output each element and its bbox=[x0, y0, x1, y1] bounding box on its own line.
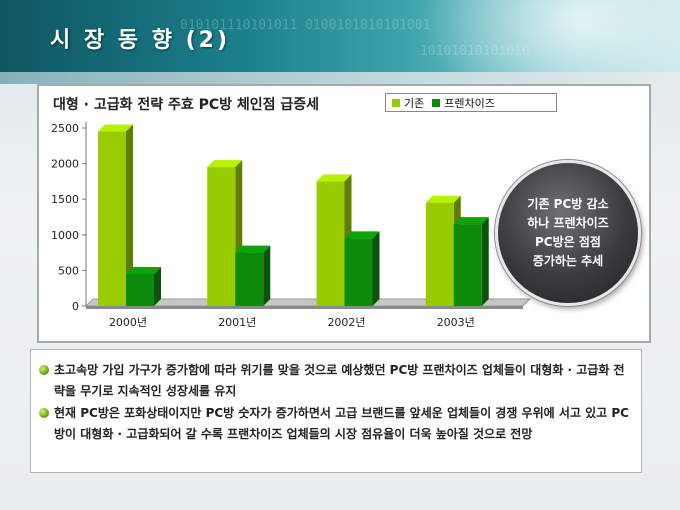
bar-top bbox=[207, 160, 243, 168]
note-text: 현재 PC방은 포화상태이지만 PC방 숫자가 증가하면서 고급 브랜드를 앞세… bbox=[54, 406, 629, 441]
bar-existing bbox=[207, 167, 236, 306]
bar-top bbox=[235, 245, 271, 253]
note-text: 초고속망 가입 가구가 증가함에 따라 위기를 맞을 것으로 예상했던 PC방 … bbox=[54, 363, 625, 398]
bullet-icon bbox=[39, 408, 49, 418]
header-subband bbox=[0, 72, 680, 84]
bar-chart: 0 500 1000 1500 2000 2500 2000년 2001년 2002년 2003년 bbox=[51, 122, 532, 329]
x-tick-label: 2001년 bbox=[218, 316, 256, 329]
legend-swatch-franchise bbox=[432, 98, 441, 107]
legend-label-franchise: 프렌차이즈 bbox=[444, 96, 495, 110]
y-tick-label: 1500 bbox=[51, 193, 79, 206]
bar-top bbox=[126, 266, 161, 274]
legend-item-existing: 기존 bbox=[392, 95, 424, 111]
y-tick-label: 1000 bbox=[51, 229, 79, 242]
x-tick-label: 2000년 bbox=[109, 316, 147, 329]
bar-top bbox=[316, 174, 352, 182]
bar-top bbox=[425, 195, 461, 203]
legend-swatch-existing bbox=[392, 98, 400, 107]
bar-existing bbox=[316, 181, 345, 306]
bar-franchise bbox=[453, 224, 482, 306]
slide-title: 시 장 동 향 (2) bbox=[50, 28, 231, 53]
note-item: 초고속망 가입 가구가 증가함에 따라 위기를 맞을 것으로 예상했던 PC방 … bbox=[39, 360, 633, 402]
slide-header: 010101110101011 0100101010101001 1010101… bbox=[0, 0, 680, 72]
chart-title: 대형 · 고급화 전략 주효 PC방 체인점 급증세 bbox=[53, 97, 320, 113]
bar-side bbox=[126, 124, 133, 306]
y-tick-label: 2000 bbox=[51, 158, 79, 171]
header-glow bbox=[420, 0, 680, 72]
bar-side bbox=[481, 217, 489, 306]
chart-floor-edge bbox=[86, 306, 523, 309]
callout-circle: 기존 PC방 감소 하나 프렌차이즈 PC방은 점점 증가하는 추세 bbox=[495, 160, 641, 306]
notes-panel: 초고속망 가입 가구가 증가함에 따라 위기를 맞을 것으로 예상했던 PC방 … bbox=[30, 349, 642, 473]
bar-top bbox=[453, 217, 489, 225]
bar-franchise bbox=[126, 273, 154, 306]
legend-label-existing: 기존 bbox=[404, 96, 425, 110]
bar-top bbox=[344, 231, 380, 239]
chart-legend: 기존 프렌차이즈 bbox=[385, 93, 557, 112]
bar-franchise bbox=[235, 252, 264, 306]
bar-side bbox=[263, 245, 271, 306]
callout-text: 기존 PC방 감소 하나 프렌차이즈 PC방은 점점 증가하는 추세 bbox=[527, 197, 609, 268]
y-tick-label: 500 bbox=[58, 264, 79, 277]
legend-item-franchise: 프렌차이즈 bbox=[432, 95, 495, 111]
y-tick-label: 2500 bbox=[51, 122, 79, 135]
binary-decoration: 010101110101011 0100101010101001 bbox=[180, 18, 431, 33]
note-item: 현재 PC방은 포화상태이지만 PC방 숫자가 증가하면서 고급 브랜드를 앞세… bbox=[39, 403, 633, 445]
x-tick-label: 2003년 bbox=[437, 316, 475, 329]
bullet-icon bbox=[39, 365, 49, 375]
bar-side bbox=[154, 266, 161, 306]
y-tick-label: 0 bbox=[72, 300, 79, 313]
x-tick-label: 2002년 bbox=[327, 316, 365, 329]
bar-existing bbox=[98, 131, 126, 306]
bar-top bbox=[98, 124, 133, 132]
bar-franchise bbox=[344, 238, 373, 306]
binary-decoration: 10101010101010 bbox=[420, 44, 530, 59]
bar-side bbox=[372, 231, 380, 306]
bar-existing bbox=[425, 202, 454, 306]
